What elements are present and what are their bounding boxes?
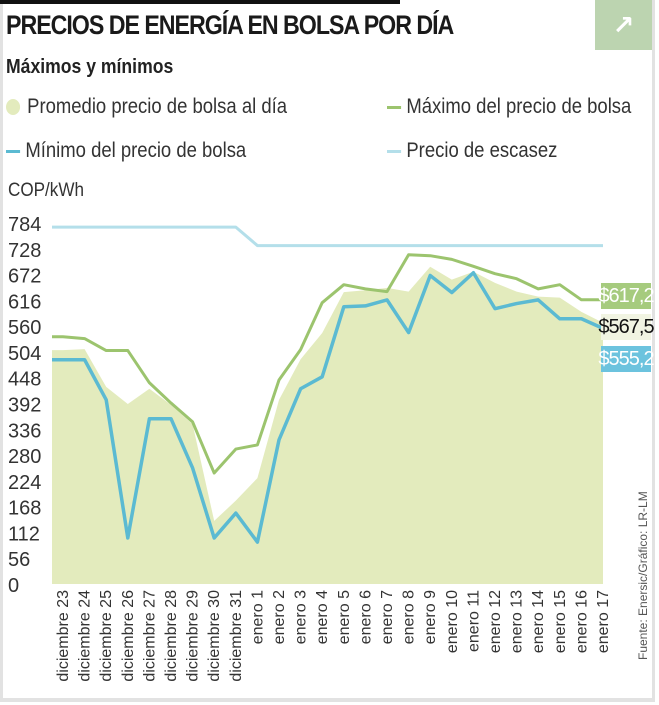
x-tick-label: enero 4 xyxy=(314,590,331,644)
legend-label: Mínimo del precio de bolsa xyxy=(25,139,247,162)
y-tick-label: 728 xyxy=(8,240,41,262)
x-tick-label: enero 5 xyxy=(336,590,353,644)
legend-item-maximo: Máximo del precio de bolsa xyxy=(387,95,631,119)
legend-item-escasez: Precio de escasez xyxy=(387,139,557,163)
end-label-maximo: $617,2 xyxy=(598,283,655,309)
x-tick-label: diciembre 28 xyxy=(163,590,180,682)
y-tick-label: 448 xyxy=(8,369,41,391)
line-icon xyxy=(387,105,402,109)
chart-title: PRECIOS DE ENERGÍA EN BOLSA POR DÍA xyxy=(6,10,454,40)
line-icon xyxy=(6,149,21,153)
y-tick-label: 616 xyxy=(8,291,41,313)
x-tick-label: enero 13 xyxy=(509,590,526,653)
x-tick-label: diciembre 31 xyxy=(228,590,245,682)
series-line-escasez xyxy=(52,225,603,248)
x-tick-label: enero 17 xyxy=(595,590,612,653)
y-tick-label: 560 xyxy=(8,317,41,339)
frame-right-border xyxy=(652,0,655,700)
y-tick-label: 336 xyxy=(8,420,41,442)
x-tick-label: diciembre 26 xyxy=(120,590,137,682)
y-tick-label: 504 xyxy=(8,343,41,365)
legend-label: Máximo del precio de bolsa xyxy=(406,95,632,118)
x-tick-label: enero 8 xyxy=(401,590,418,644)
x-tick-label: enero 9 xyxy=(422,590,439,644)
y-tick-label: 392 xyxy=(8,395,41,417)
x-tick-label: diciembre 29 xyxy=(185,590,202,682)
series-line-minimo xyxy=(52,270,604,544)
x-tick-label: enero 14 xyxy=(530,590,547,653)
expand-button[interactable]: ↗ xyxy=(595,0,652,50)
series-area-promedio xyxy=(52,266,603,584)
legend-item-promedio: Promedio precio de bolsa al día xyxy=(6,95,287,119)
header-rule xyxy=(0,0,400,4)
y-tick-label: 0 xyxy=(8,575,19,597)
end-label-minimo: $555,2 xyxy=(598,346,655,372)
x-tick-label: enero 12 xyxy=(487,590,504,653)
y-tick-label: 168 xyxy=(8,498,41,520)
x-tick-label: diciembre 27 xyxy=(141,590,158,682)
series-line-maximo xyxy=(52,253,603,475)
y-tick-label: 112 xyxy=(8,523,40,545)
line-icon xyxy=(387,149,402,153)
source-note: Fuente: Enersic/Gráfico: LR-LM xyxy=(636,491,650,660)
y-tick-label: 56 xyxy=(8,549,30,571)
y-tick-label: 224 xyxy=(8,472,41,494)
y-tick-label: 672 xyxy=(8,266,41,288)
x-tick-label: enero 7 xyxy=(379,590,396,644)
legend-label: Precio de escasez xyxy=(406,139,558,162)
arrow-up-right-icon: ↗ xyxy=(612,9,635,40)
frame-left-border xyxy=(0,0,3,700)
legend-label: Promedio precio de bolsa al día xyxy=(27,95,288,118)
x-tick-label: enero 11 xyxy=(465,590,482,652)
x-tick-label: enero 6 xyxy=(357,590,374,644)
x-tick-label: enero 16 xyxy=(573,590,590,653)
x-tick-label: diciembre 24 xyxy=(77,590,94,682)
legend-item-minimo: Mínimo del precio de bolsa xyxy=(6,139,246,163)
y-tick-label: 280 xyxy=(8,446,41,468)
chart-subtitle: Máximos y mínimos xyxy=(6,56,174,78)
dot-icon xyxy=(6,99,21,115)
x-tick-label: diciembre 25 xyxy=(98,590,115,682)
x-tick-label: enero 15 xyxy=(552,590,569,653)
x-tick-label: enero 1 xyxy=(249,590,266,644)
x-tick-label: diciembre 23 xyxy=(55,590,72,682)
frame-bottom-border xyxy=(0,698,655,702)
y-axis-unit: COP/kWh xyxy=(8,180,85,201)
end-label-promedio: $567,5 xyxy=(598,314,655,340)
x-tick-label: diciembre 30 xyxy=(206,590,223,682)
x-tick-label: enero 3 xyxy=(293,590,310,644)
x-tick-label: enero 10 xyxy=(444,590,461,653)
y-tick-label: 784 xyxy=(8,214,41,236)
x-tick-label: enero 2 xyxy=(271,590,288,644)
